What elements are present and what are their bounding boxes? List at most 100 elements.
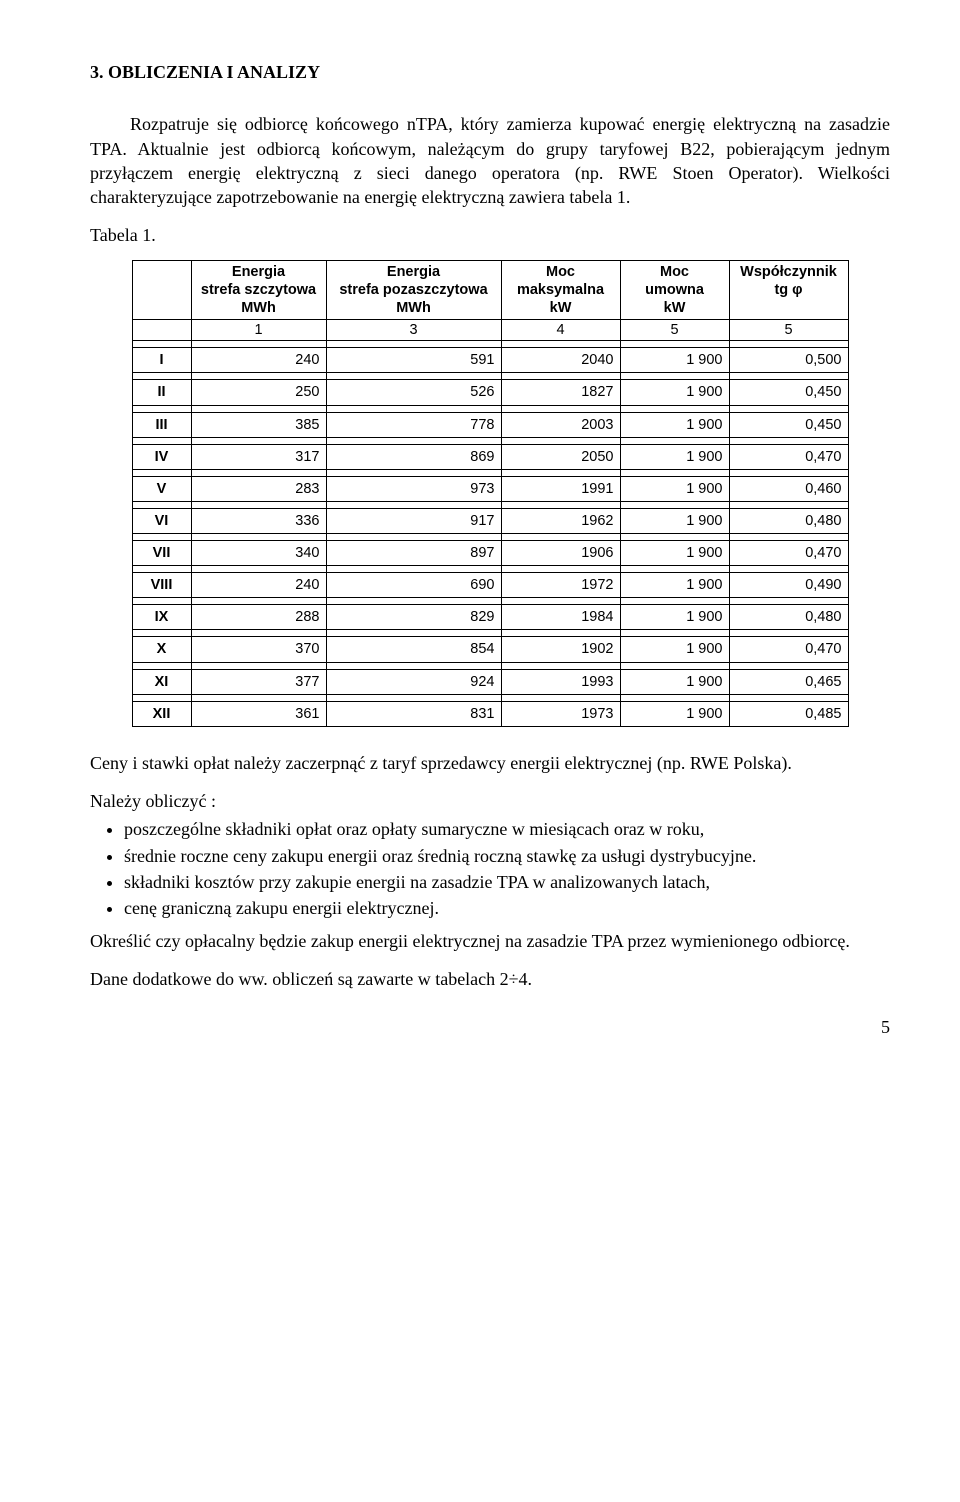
table-row: III38577820031 9000,450 xyxy=(132,412,848,437)
table-cell: 1 900 xyxy=(620,508,729,533)
table-cell: 250 xyxy=(191,380,326,405)
table-cell: 283 xyxy=(191,476,326,501)
table-cell: 288 xyxy=(191,605,326,630)
table-cell: 2003 xyxy=(501,412,620,437)
list-item: poszczególne składniki opłat oraz opłaty… xyxy=(124,817,890,841)
table-index-row: 13455 xyxy=(132,320,848,341)
table-cell: 690 xyxy=(326,573,501,598)
section-heading: 3. OBLICZENIA I ANALIZY xyxy=(90,60,890,84)
table-cell: 869 xyxy=(326,444,501,469)
table-label: Tabela 1. xyxy=(90,223,890,247)
table-cell: 1902 xyxy=(501,637,620,662)
paragraph-determine: Określić czy opłacalny będzie zakup ener… xyxy=(90,929,890,953)
table-row: VII34089719061 9000,470 xyxy=(132,541,848,566)
table-cell: 240 xyxy=(191,348,326,373)
bullet-list: poszczególne składniki opłat oraz opłaty… xyxy=(90,817,890,920)
row-label: VIII xyxy=(132,573,191,598)
table-index-cell: 3 xyxy=(326,320,501,341)
table-row: IX28882919841 9000,480 xyxy=(132,605,848,630)
table-cell: 829 xyxy=(326,605,501,630)
table-header-cell: Współczynniktg φ xyxy=(729,260,848,319)
table-cell: 1 900 xyxy=(620,701,729,726)
table-cell: 2050 xyxy=(501,444,620,469)
row-label: VII xyxy=(132,541,191,566)
table-row: X37085419021 9000,470 xyxy=(132,637,848,662)
table-cell: 1 900 xyxy=(620,573,729,598)
table-cell: 0,460 xyxy=(729,476,848,501)
table-cell: 1993 xyxy=(501,669,620,694)
row-label: II xyxy=(132,380,191,405)
table-cell: 1972 xyxy=(501,573,620,598)
table-header-cell: Energiastrefa szczytowaMWh xyxy=(191,260,326,319)
table-cell: 1 900 xyxy=(620,412,729,437)
table-row: I24059120401 9000,500 xyxy=(132,348,848,373)
table-cell: 377 xyxy=(191,669,326,694)
table-cell: 917 xyxy=(326,508,501,533)
table-cell: 924 xyxy=(326,669,501,694)
table-cell: 1 900 xyxy=(620,541,729,566)
table-header-row: Energiastrefa szczytowaMWhEnergiastrefa … xyxy=(132,260,848,319)
table-cell: 854 xyxy=(326,637,501,662)
paragraph-prices: Ceny i stawki opłat należy zaczerpnąć z … xyxy=(90,751,890,775)
table-cell: 0,450 xyxy=(729,380,848,405)
table-cell: 0,450 xyxy=(729,412,848,437)
table-header-cell: MocumownakW xyxy=(620,260,729,319)
table-row: XII36183119731 9000,485 xyxy=(132,701,848,726)
table-cell: 897 xyxy=(326,541,501,566)
table-cell: 370 xyxy=(191,637,326,662)
table-cell: 1 900 xyxy=(620,444,729,469)
table-cell: 1991 xyxy=(501,476,620,501)
table-cell: 526 xyxy=(326,380,501,405)
table-row: VI33691719621 9000,480 xyxy=(132,508,848,533)
table-cell: 0,465 xyxy=(729,669,848,694)
table-cell: 0,480 xyxy=(729,605,848,630)
table-cell: 340 xyxy=(191,541,326,566)
table-row: XI37792419931 9000,465 xyxy=(132,669,848,694)
table-cell: 0,490 xyxy=(729,573,848,598)
table-index-cell: 1 xyxy=(191,320,326,341)
table-row: VIII24069019721 9000,490 xyxy=(132,573,848,598)
table-row: II25052618271 9000,450 xyxy=(132,380,848,405)
table-header-cell: Energiastrefa pozaszczytowaMWh xyxy=(326,260,501,319)
table-index-cell xyxy=(132,320,191,341)
table-cell: 361 xyxy=(191,701,326,726)
table-cell: 336 xyxy=(191,508,326,533)
page-number: 5 xyxy=(90,1015,890,1039)
paragraph-intro: Rozpatruje się odbiorcę końcowego nTPA, … xyxy=(90,112,890,209)
table-cell: 1906 xyxy=(501,541,620,566)
table-cell: 1827 xyxy=(501,380,620,405)
data-table: Energiastrefa szczytowaMWhEnergiastrefa … xyxy=(132,260,849,727)
table-cell: 0,470 xyxy=(729,444,848,469)
row-label: XI xyxy=(132,669,191,694)
list-item: składniki kosztów przy zakupie energii n… xyxy=(124,870,890,894)
table-row: IV31786920501 9000,470 xyxy=(132,444,848,469)
table-cell: 1 900 xyxy=(620,348,729,373)
table-cell: 317 xyxy=(191,444,326,469)
table-cell: 0,470 xyxy=(729,541,848,566)
table-index-cell: 4 xyxy=(501,320,620,341)
table-cell: 0,480 xyxy=(729,508,848,533)
table-cell: 385 xyxy=(191,412,326,437)
table-cell: 0,500 xyxy=(729,348,848,373)
table-cell: 1 900 xyxy=(620,669,729,694)
row-label: X xyxy=(132,637,191,662)
row-label: III xyxy=(132,412,191,437)
table-cell: 0,470 xyxy=(729,637,848,662)
table-cell: 1973 xyxy=(501,701,620,726)
table-cell: 1 900 xyxy=(620,637,729,662)
table-row: V28397319911 9000,460 xyxy=(132,476,848,501)
table-cell: 1 900 xyxy=(620,380,729,405)
row-label: IX xyxy=(132,605,191,630)
table-cell: 1984 xyxy=(501,605,620,630)
table-cell: 0,485 xyxy=(729,701,848,726)
table-cell: 591 xyxy=(326,348,501,373)
table-cell: 973 xyxy=(326,476,501,501)
table-cell: 778 xyxy=(326,412,501,437)
table-cell: 1 900 xyxy=(620,605,729,630)
table-index-cell: 5 xyxy=(729,320,848,341)
table-cell: 2040 xyxy=(501,348,620,373)
row-label: V xyxy=(132,476,191,501)
row-label: I xyxy=(132,348,191,373)
row-label: IV xyxy=(132,444,191,469)
row-label: XII xyxy=(132,701,191,726)
